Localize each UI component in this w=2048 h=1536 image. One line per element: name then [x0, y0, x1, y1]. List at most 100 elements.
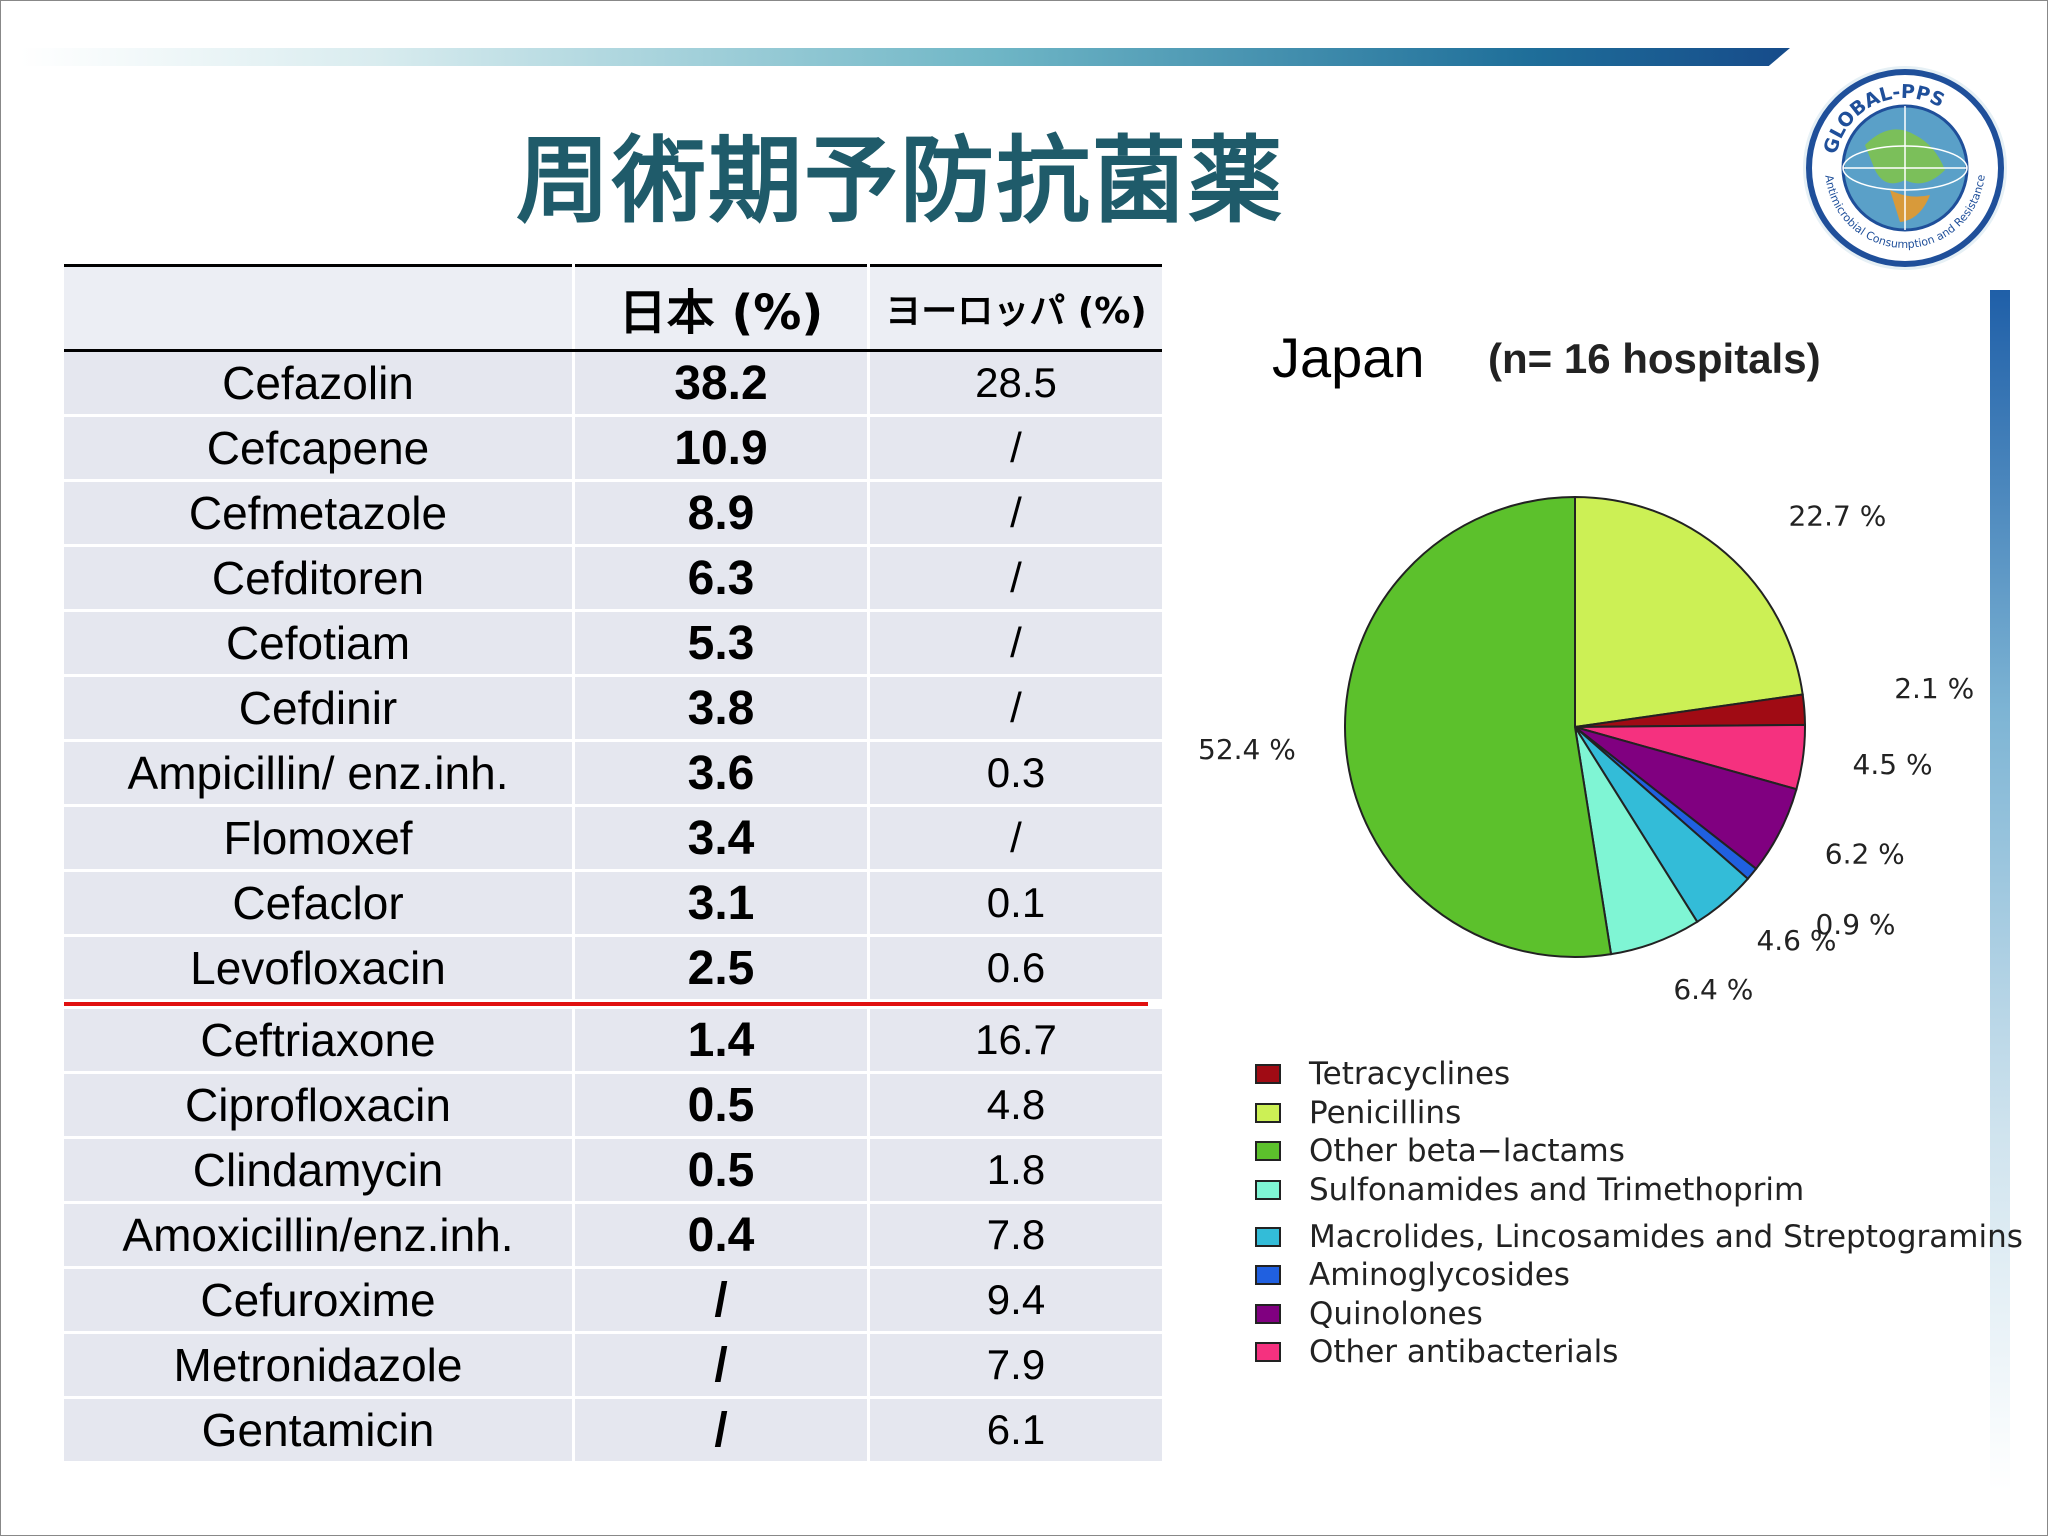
table-header-row: 日本 (%) ヨーロッパ (%): [64, 265, 1162, 352]
chart-legend: Tetracyclines Penicillins Other beta−lac…: [1255, 1055, 2023, 1372]
table-row: Cefuroxime/9.4: [64, 1267, 1162, 1334]
europe-value: /: [868, 545, 1162, 612]
japan-value: 3.6: [573, 740, 870, 807]
slice-label: 0.9 %: [1815, 908, 1895, 941]
header-drug: [64, 265, 575, 352]
legend-item: Macrolides, Lincosamides and Streptogram…: [1255, 1217, 2023, 1256]
legend-label: Sulfonamides and Trimethoprim: [1309, 1172, 1805, 1209]
legend-label: Penicillins: [1309, 1094, 1462, 1131]
legend-item: Other antibacterials: [1255, 1333, 2023, 1372]
legend-item: Penicillins: [1255, 1094, 2023, 1133]
japan-value: /: [573, 1397, 870, 1464]
drug-name: Cefotiam: [64, 610, 575, 677]
legend-swatch: [1255, 1226, 1281, 1247]
legend-label: Tetracyclines: [1309, 1056, 1511, 1093]
europe-value: 0.6: [868, 935, 1162, 1006]
drug-name: Gentamicin: [64, 1397, 575, 1464]
legend-swatch: [1255, 1303, 1281, 1324]
europe-value: 6.1: [868, 1397, 1162, 1464]
drug-name: Cefmetazole: [64, 480, 575, 547]
slice-label: 2.1 %: [1894, 672, 1974, 705]
table-row: Ceftriaxone 1.4 16.7: [64, 999, 1162, 1074]
slice-label: 52.4 %: [1198, 733, 1296, 766]
table-row: Gentamicin/6.1: [64, 1397, 1162, 1464]
legend-label: Macrolides, Lincosamides and Streptogram…: [1309, 1218, 2023, 1255]
table-row: Cefdinir 3.8/: [64, 675, 1162, 742]
table-row: Ciprofloxacin 0.5 4.8: [64, 1072, 1162, 1139]
japan-value: 6.3: [573, 545, 870, 612]
drug-name: Cefazolin: [64, 350, 575, 417]
table-row: Flomoxef 3.4/: [64, 805, 1162, 872]
europe-value: /: [868, 480, 1162, 547]
legend-label: Quinolones: [1309, 1295, 1483, 1332]
table-row: Clindamycin 0.5 1.8: [64, 1137, 1162, 1204]
table-row: Metronidazole/7.9: [64, 1332, 1162, 1399]
drug-name: Cefdinir: [64, 675, 575, 742]
table-row: Cefotiam 5.3/: [64, 610, 1162, 677]
europe-value: 28.5: [868, 350, 1162, 417]
drug-name: Cefcapene: [64, 415, 575, 482]
table-row: Cefcapene 10.9/: [64, 415, 1162, 482]
header-europe: ヨーロッパ (%): [868, 265, 1162, 352]
legend-item: Tetracyclines: [1255, 1055, 2023, 1094]
pie-chart: 22.7 % 2.1 % 4.5 % 6.2 % 0.9 %4.6 %6.4 % 52.4…: [1198, 495, 1974, 1006]
europe-value: /: [868, 610, 1162, 677]
drug-name: Cefditoren: [64, 545, 575, 612]
drug-name: Ciprofloxacin: [64, 1072, 575, 1139]
table-row: Ampicillin/ enz.inh. 3.6 0.3: [64, 740, 1162, 807]
drug-name: Amoxicillin/enz.inh.: [64, 1202, 575, 1269]
chart-title: Japan: [1272, 326, 1425, 389]
japan-value: 2.5: [573, 935, 870, 1006]
japan-value: /: [573, 1332, 870, 1399]
europe-value: 7.9: [868, 1332, 1162, 1399]
slice-label: 4.5 %: [1853, 748, 1933, 781]
table-row: Levofloxacin 2.5 0.6: [64, 935, 1162, 1006]
header-japan: 日本 (%): [573, 265, 870, 352]
divider-red-line: [64, 1002, 1148, 1006]
drug-name: Metronidazole: [64, 1332, 575, 1399]
japan-value: 0.5: [573, 1137, 870, 1204]
top-decorative-bar: [20, 48, 1790, 66]
legend-item: Quinolones: [1255, 1295, 2023, 1334]
europe-value: 7.8: [868, 1202, 1162, 1269]
europe-value: 16.7: [868, 999, 1162, 1074]
slice-label: 22.7 %: [1788, 499, 1886, 532]
antibiotic-comparison-table: 日本 (%) ヨーロッパ (%) Cefazolin 38.2 28.5 Cefca…: [64, 264, 1162, 1464]
table-row: Amoxicillin/enz.inh. 0.4 7.8: [64, 1202, 1162, 1269]
right-decorative-bar: [1990, 290, 2010, 1490]
japan-value: 3.4: [573, 805, 870, 872]
slice-label: 6.4 %: [1673, 973, 1753, 1006]
table-row: Cefditoren 6.3/: [64, 545, 1162, 612]
legend-item: Other beta−lactams: [1255, 1132, 2023, 1171]
slice-label: 6.2 %: [1825, 838, 1905, 871]
legend-label: Aminoglycosides: [1309, 1257, 1570, 1294]
europe-value: /: [868, 675, 1162, 742]
japan-value: 38.2: [573, 350, 870, 417]
legend-swatch: [1255, 1265, 1281, 1286]
drug-name: Levofloxacin: [64, 935, 575, 1006]
legend-swatch: [1255, 1064, 1281, 1085]
europe-value: 4.8: [868, 1072, 1162, 1139]
chart-subtitle: (n= 16 hospitals): [1488, 335, 1821, 382]
legend-swatch: [1255, 1180, 1281, 1201]
japan-value: 3.1: [573, 870, 870, 937]
japan-value: /: [573, 1267, 870, 1334]
europe-value: 9.4: [868, 1267, 1162, 1334]
japan-value: 0.5: [573, 1072, 870, 1139]
table-row: Cefaclor 3.1 0.1: [64, 870, 1162, 937]
legend-item: Sulfonamides and Trimethoprim: [1255, 1171, 2023, 1210]
legend-swatch: [1255, 1342, 1281, 1363]
drug-name: Flomoxef: [64, 805, 575, 872]
slide-title: 周術期予防抗菌薬: [515, 127, 1284, 236]
legend-swatch: [1255, 1141, 1281, 1162]
table-row: Cefazolin 38.2 28.5: [64, 350, 1162, 417]
europe-value: 1.8: [868, 1137, 1162, 1204]
legend-label: Other antibacterials: [1309, 1334, 1619, 1371]
europe-value: /: [868, 805, 1162, 872]
japan-value: 10.9: [573, 415, 870, 482]
japan-value: 1.4: [573, 999, 870, 1074]
drug-name: Cefuroxime: [64, 1267, 575, 1334]
japan-value: 5.3: [573, 610, 870, 677]
drug-name: Cefaclor: [64, 870, 575, 937]
pie-slice-other-beta-lactams: [1344, 495, 1613, 958]
